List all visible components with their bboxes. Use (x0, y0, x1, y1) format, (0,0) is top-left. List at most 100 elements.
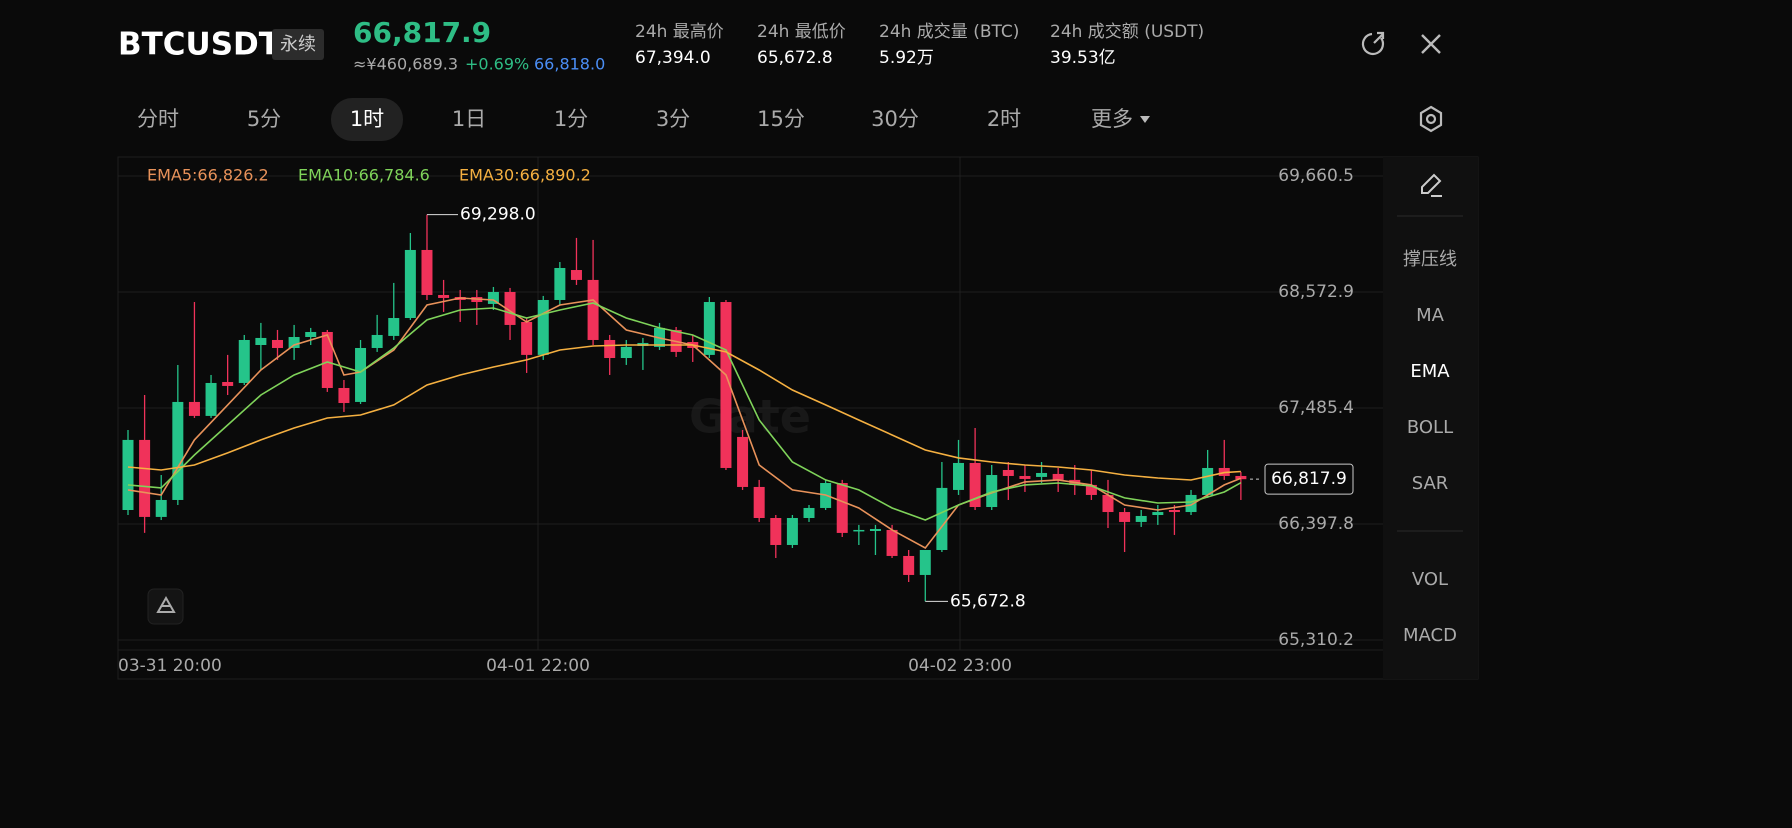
x-label: 04-02 23:00 (908, 656, 1012, 676)
tool-icon (156, 595, 176, 613)
last-price-label: 66,817.9 (1271, 469, 1347, 489)
stat-label: 24h 成交量 (BTC) (879, 22, 1019, 42)
tab[interactable]: 1分 (554, 107, 588, 131)
candle-body (255, 337, 267, 345)
stat-value: 5.92万 (879, 48, 934, 68)
stat-label: 24h 成交额 (USDT) (1050, 22, 1204, 42)
contract-badge (272, 29, 324, 60)
y-tick-label: 68,572.9 (1278, 282, 1354, 302)
candle-body (886, 529, 898, 556)
candle-body (1002, 470, 1014, 476)
candle-body (305, 331, 317, 337)
candle-body (570, 270, 582, 280)
mark-price: 66,818.0 (534, 55, 605, 74)
candle-body (172, 401, 184, 500)
candle-body (969, 462, 981, 508)
candle-body (388, 318, 400, 336)
tool[interactable]: MACD (1403, 625, 1457, 646)
candle-body (222, 382, 234, 386)
tool-panel (1383, 157, 1478, 679)
tab[interactable]: 3分 (656, 107, 690, 131)
tab[interactable]: 2时 (987, 107, 1021, 131)
more-arrow (1140, 116, 1150, 123)
tool[interactable]: VOL (1412, 569, 1448, 590)
candle-body (869, 528, 881, 532)
candle-body (338, 387, 350, 404)
candle-body (1119, 512, 1131, 522)
candle-body (288, 336, 300, 348)
tab[interactable]: 1日 (452, 107, 486, 131)
tool[interactable]: BOLL (1407, 417, 1453, 438)
ema-legend: EMA10:66,784.6 (298, 166, 430, 185)
stat-label: 24h 最低价 (757, 22, 846, 42)
candle-body (1085, 484, 1097, 495)
settings-icon[interactable] (1419, 105, 1443, 133)
candle-body (139, 439, 151, 517)
change: +0.69% (465, 55, 529, 74)
x-label: 03-31 20:00 (118, 656, 222, 676)
candle-body (720, 302, 732, 468)
candle-body (554, 267, 566, 300)
tab[interactable]: 15分 (757, 107, 805, 131)
ema-line (127, 344, 1241, 481)
candle-body (1102, 494, 1114, 513)
candle-body (504, 291, 516, 325)
close-icon[interactable] (1421, 34, 1441, 54)
candle-body (786, 517, 798, 545)
candle-body (1135, 515, 1147, 522)
y-tick-label: 69,660.5 (1278, 166, 1354, 186)
ema-legend: EMA30:66,890.2 (459, 166, 591, 185)
ema-line (127, 297, 1242, 550)
contract: 永续 (280, 34, 316, 55)
candle-body (753, 486, 765, 518)
last-price-box (1264, 463, 1354, 495)
candle-body (487, 291, 499, 304)
candle-body (1152, 512, 1164, 516)
candle-body (936, 487, 948, 550)
tool[interactable]: SAR (1412, 473, 1449, 494)
stat-value: 67,394.0 (635, 48, 711, 68)
candle-body (770, 517, 782, 545)
candle-body (1036, 472, 1048, 477)
candle-body (155, 499, 167, 517)
candle-body (1202, 467, 1214, 495)
stat-value: 39.53亿 (1050, 48, 1116, 68)
candle-body (404, 249, 416, 319)
candle-body (1185, 494, 1197, 513)
candle-body (1235, 475, 1247, 480)
candle-body (737, 436, 749, 487)
tool[interactable]: MA (1416, 305, 1445, 326)
candle-body (604, 339, 616, 359)
tab[interactable]: 更多 (1091, 107, 1133, 131)
candle-body (238, 339, 250, 383)
candle-body (803, 507, 815, 518)
active-tab-bg (331, 98, 403, 141)
candle-body (1019, 475, 1031, 479)
candle-body (620, 346, 632, 359)
candle-body (953, 462, 964, 490)
pencil-icon[interactable] (1421, 173, 1442, 197)
candle-body (355, 347, 367, 402)
tab[interactable]: 30分 (871, 107, 919, 131)
candle-body (188, 401, 200, 416)
tool[interactable]: EMA (1410, 361, 1450, 382)
tab[interactable]: 5分 (247, 107, 281, 131)
candle-body (836, 483, 848, 533)
ema-line (127, 302, 1242, 521)
low-label: 65,672.8 (950, 591, 1026, 611)
tab[interactable]: 分时 (137, 107, 179, 131)
candle-body (1052, 473, 1064, 480)
y-tick-label: 66,397.8 (1278, 514, 1354, 534)
candle-body (421, 249, 433, 295)
high-label: 69,298.0 (460, 205, 536, 225)
tab[interactable]: 1时 (350, 107, 384, 131)
share-icon[interactable] (1361, 31, 1385, 55)
candle-body (438, 294, 450, 298)
watermark: Gate (689, 390, 811, 444)
ema-legend: EMA5:66,826.2 (147, 166, 269, 185)
cny-price: ≈¥460,689.3 (353, 55, 458, 74)
tool[interactable]: 撑压线 (1403, 249, 1457, 270)
